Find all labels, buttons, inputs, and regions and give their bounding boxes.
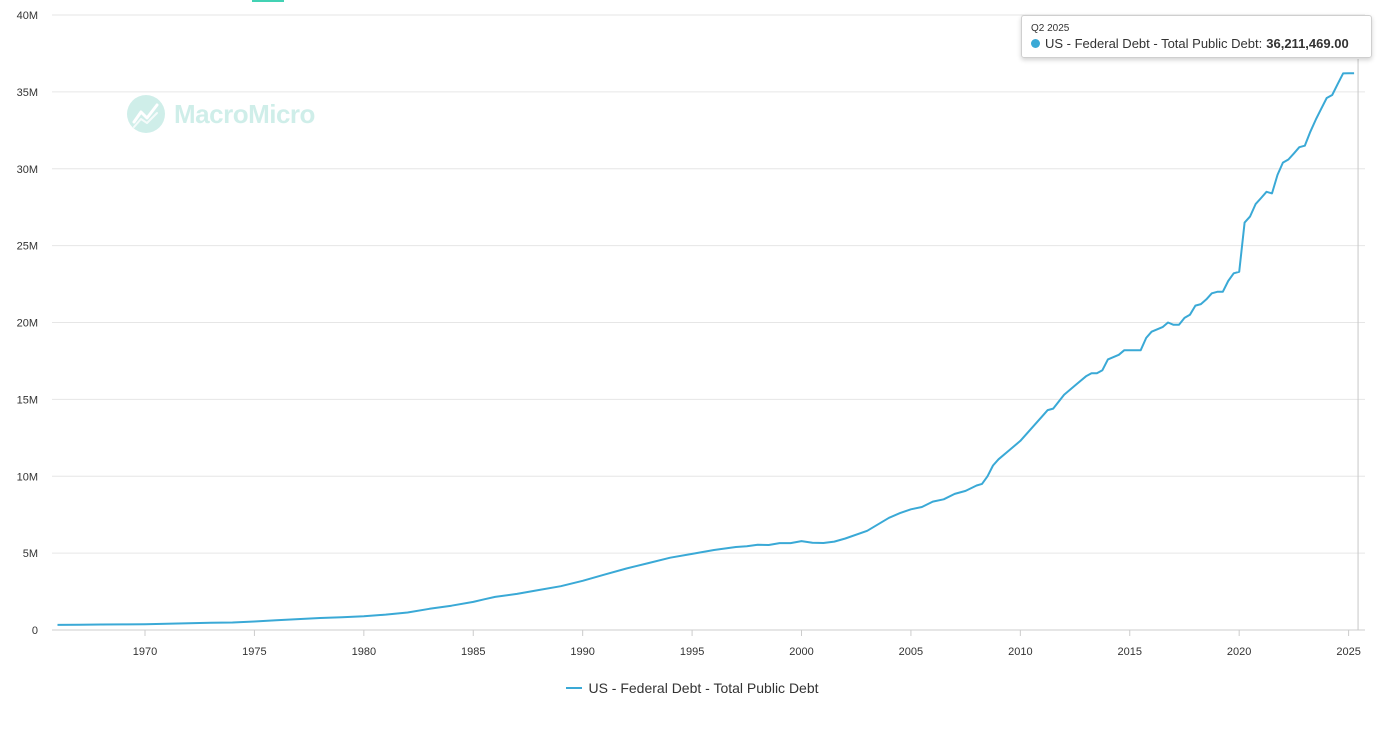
tooltip-date: Q2 2025	[1031, 23, 1070, 34]
x-tick-label: 1995	[680, 646, 704, 658]
series-line-total-public-debt[interactable]	[57, 72, 1355, 626]
x-tick-label: 1990	[570, 646, 594, 658]
x-tick-label: 2020	[1227, 646, 1251, 658]
x-tick-label: 1970	[133, 646, 157, 658]
legend-label: US - Federal Debt - Total Public Debt	[588, 680, 819, 696]
y-tick-label: 15M	[17, 394, 38, 406]
hover-tooltip: Q2 2025 US - Federal Debt - Total Public…	[1021, 15, 1372, 58]
x-tick-label: 1985	[461, 646, 485, 658]
y-tick-label: 20M	[17, 318, 38, 330]
x-axis-ticks: 1970 1975 1980 1985 1990 1995 2000 2005 2010 2015…	[133, 630, 1361, 658]
tooltip-row: US - Federal Debt - Total Public Debt: 3…	[1031, 35, 1362, 52]
watermark-text: MacroMicro	[174, 98, 315, 129]
y-tick-label: 35M	[17, 87, 38, 99]
legend-item-total-public-debt[interactable]: US - Federal Debt - Total Public Debt	[566, 680, 819, 696]
x-tick-label: 2005	[899, 646, 923, 658]
series-dot-icon	[1031, 39, 1040, 48]
y-tick-label: 5M	[23, 548, 38, 560]
macromicro-watermark: MacroMicro	[126, 94, 315, 134]
x-tick-label: 2000	[789, 646, 813, 658]
x-tick-label: 1975	[242, 646, 266, 658]
legend-line-icon	[566, 687, 583, 689]
y-tick-label: 40M	[17, 10, 38, 22]
y-tick-label: 10M	[17, 471, 38, 483]
x-tick-label: 2015	[1118, 646, 1142, 658]
y-axis-ticks: 0 5M 10M 15M 20M 25M 30M 35M 40M	[17, 10, 38, 637]
top-tab-indicator	[252, 0, 284, 2]
x-tick-label: 1980	[352, 646, 376, 658]
x-tick-label: 2025	[1336, 646, 1360, 658]
chart-legend: US - Federal Debt - Total Public Debt	[0, 676, 1385, 696]
macromicro-logo-icon	[127, 95, 165, 133]
grid-lines	[52, 14, 1365, 631]
y-tick-label: 30M	[17, 164, 38, 176]
tooltip-series-name: US - Federal Debt - Total Public Debt:	[1045, 36, 1263, 51]
y-tick-label: 25M	[17, 241, 38, 253]
tooltip-value: 36,211,469.00	[1266, 36, 1349, 51]
y-tick-label: 0	[32, 625, 38, 637]
x-tick-label: 2010	[1008, 646, 1032, 658]
